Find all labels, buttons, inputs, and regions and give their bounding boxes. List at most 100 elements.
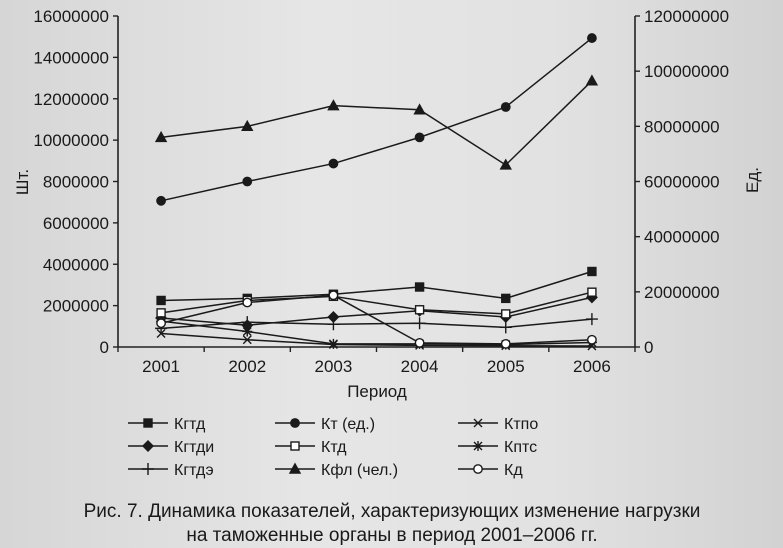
series-6-line (161, 332, 592, 347)
series-7-point (242, 326, 253, 337)
legend-item: Ктпо (458, 416, 538, 433)
series-8 (156, 290, 597, 349)
series-3-point (242, 176, 253, 187)
series-7-point (328, 338, 339, 349)
series-3 (156, 33, 597, 206)
series-2-point (585, 313, 598, 326)
series-8-point (242, 297, 253, 308)
legend-swatch-marker (290, 441, 300, 451)
right-tick-label: 100000000 (644, 62, 729, 81)
series-8-point (328, 290, 339, 301)
series-6-point (242, 335, 252, 345)
series-5-point (327, 99, 340, 111)
legend-item: Ктд (275, 439, 347, 456)
left-tick-label: 8000000 (43, 173, 109, 192)
series-4-line (160, 291, 593, 315)
right-tick-label: 120000000 (644, 7, 729, 26)
series-3-line (160, 37, 593, 202)
legend-label: Ктд (321, 439, 347, 456)
series-0-point (414, 282, 425, 292)
series-5 (154, 74, 599, 170)
series-0-point (587, 266, 597, 277)
x-axis-title: Период (347, 382, 407, 401)
legend-swatch-marker (142, 440, 154, 452)
series-2-line (161, 318, 592, 330)
series-2 (155, 313, 598, 335)
series-3-point (500, 102, 511, 112)
series-5-point (413, 103, 426, 115)
series-5-point (154, 130, 168, 143)
legend-label: Кфл (чел.) (321, 462, 398, 479)
series-3-point (156, 195, 166, 206)
series-7-line (160, 320, 592, 346)
series-4-point (156, 308, 166, 318)
legend-item: Кптс (458, 439, 537, 456)
left-tick-label: 4000000 (43, 255, 109, 274)
series-0-point (501, 293, 511, 304)
legend-item: Кгтди (128, 439, 214, 456)
legend-swatch-marker (473, 418, 483, 428)
x-tick-label: 2003 (315, 357, 353, 376)
left-tick-label: 12000000 (33, 90, 109, 109)
legend-label: Кд (504, 462, 523, 479)
legend-swatch-marker (143, 418, 153, 428)
legend-item: Кгтд (128, 416, 206, 433)
series-4-point (501, 309, 511, 319)
legend-item: Кд (458, 462, 523, 479)
legend-swatch-marker (290, 418, 300, 428)
series-0 (156, 266, 597, 306)
left-tick-label: 16000000 (33, 7, 109, 26)
left-tick-label: 2000000 (43, 297, 109, 316)
left-tick-label: 10000000 (33, 131, 109, 150)
series-8-point (156, 318, 166, 329)
series-2-point (413, 317, 426, 330)
legend-label: Кгтдэ (174, 462, 214, 479)
x-tick-label: 2004 (401, 357, 439, 376)
legend-label: Кгтд (174, 416, 206, 433)
legend-swatch-marker (473, 464, 483, 474)
series-8-point (587, 334, 597, 345)
legend-label: Кптс (504, 439, 537, 456)
legend-label: Кт (ед.) (321, 416, 375, 433)
left-axis-title: Шт. (13, 169, 32, 195)
series-3-point (414, 132, 425, 143)
legend-swatch-marker (473, 441, 483, 451)
right-tick-label: 20000000 (644, 283, 720, 302)
x-tick-label: 2002 (228, 357, 266, 376)
series-6-point (156, 329, 166, 339)
series-5-point (241, 119, 254, 132)
series-3-point (587, 33, 597, 43)
left-tick-label: 0 (100, 338, 109, 357)
right-tick-label: 60000000 (644, 173, 720, 192)
left-tick-label: 14000000 (33, 48, 109, 67)
series-5-point (585, 74, 599, 86)
series-2-point (241, 316, 254, 329)
right-tick-label: 40000000 (644, 228, 720, 247)
series-5-line (160, 80, 593, 166)
series-4-point (587, 287, 597, 297)
right-tick-label: 0 (644, 338, 653, 357)
legend-item: Кт (ед.) (275, 416, 375, 433)
series-8-line (160, 294, 592, 345)
left-tick-label: 6000000 (43, 214, 109, 233)
x-tick-label: 2005 (487, 357, 525, 376)
series-2-point (327, 318, 340, 331)
series-1-line (161, 296, 593, 327)
x-tick-label: 2006 (573, 357, 611, 376)
series-7 (156, 316, 597, 350)
series-8-point (414, 337, 425, 348)
series-4-point (414, 305, 425, 315)
legend-label: Ктпо (504, 416, 538, 433)
right-tick-label: 80000000 (644, 117, 720, 136)
series-0-point (156, 295, 166, 306)
series-5-point (499, 158, 512, 170)
legend-item: Кфл (чел.) (275, 462, 398, 479)
legend-swatch-marker (142, 463, 154, 475)
right-axis-title: Ед. (743, 167, 762, 193)
x-tick-label: 2001 (142, 357, 180, 376)
legend-item: Кгтдэ (128, 462, 214, 479)
legend-swatch-marker (288, 462, 302, 474)
figure-caption-line-2: на таможенные органы в период 2001–2006 … (186, 525, 597, 546)
